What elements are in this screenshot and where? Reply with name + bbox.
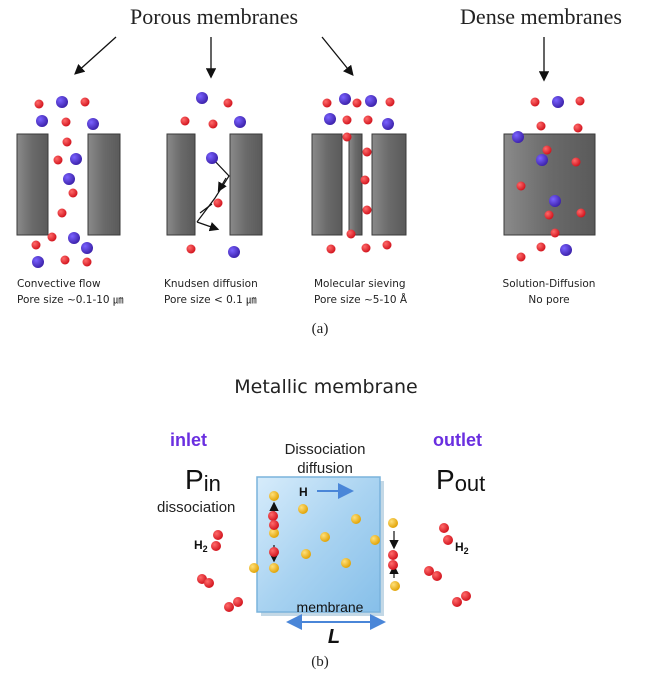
knudsen-arrow-2 (196, 221, 220, 232)
h-atom-label: H (299, 485, 308, 499)
caption-a: (a) (312, 321, 329, 337)
caption-b: (b) (311, 654, 329, 670)
convective-flow-pore-walls (16, 133, 121, 236)
inlet-label: inlet (170, 430, 207, 450)
panel-3-pore: Pore size ~5-10 Å (314, 293, 408, 306)
diffusion-label: diffusion (297, 460, 353, 477)
panel-4-pore: No pore (528, 294, 569, 306)
h2-right-label: H2 (455, 540, 469, 556)
panel-a-molecules (31, 92, 586, 268)
h2-left-label: H2 (194, 538, 208, 554)
panel-3-mechanism: Molecular sieving (314, 278, 406, 290)
arrow-to-convective (74, 36, 117, 75)
panel-4-mechanism: Solution-Diffusion (503, 278, 596, 290)
outlet-label: outlet (433, 430, 482, 450)
membrane-label: membrane (297, 599, 364, 615)
dissociation-top-label: Dissociation (285, 441, 366, 458)
knudsen-arrow-3 (199, 203, 213, 214)
arrow-to-sieving (321, 36, 354, 77)
dissociation-left-label: dissociation (157, 499, 235, 516)
p-out-label: Pout (436, 464, 485, 496)
metallic-membrane-title: Metallic membrane (234, 376, 417, 398)
panel-1-pore: Pore size ~0.1-10 ㎛ (17, 294, 124, 306)
panel-1-mechanism: Convective flow (17, 278, 101, 290)
panel-2-pore: Pore size < 0.1 ㎛ (164, 294, 257, 306)
dense-membranes-header: Dense membranes (460, 4, 622, 29)
sieving-pore-walls (311, 133, 407, 236)
h2-molecules (197, 511, 471, 612)
knudsen-arrow-1 (217, 177, 227, 193)
knudsen-pore-walls (166, 133, 263, 236)
p-in-label: Pin (185, 464, 221, 496)
hydrogen-atoms (249, 491, 400, 591)
porous-membranes-header: Porous membranes (130, 4, 298, 29)
thickness-l-label: L (328, 626, 340, 648)
panel-2-mechanism: Knudsen diffusion (164, 278, 258, 290)
